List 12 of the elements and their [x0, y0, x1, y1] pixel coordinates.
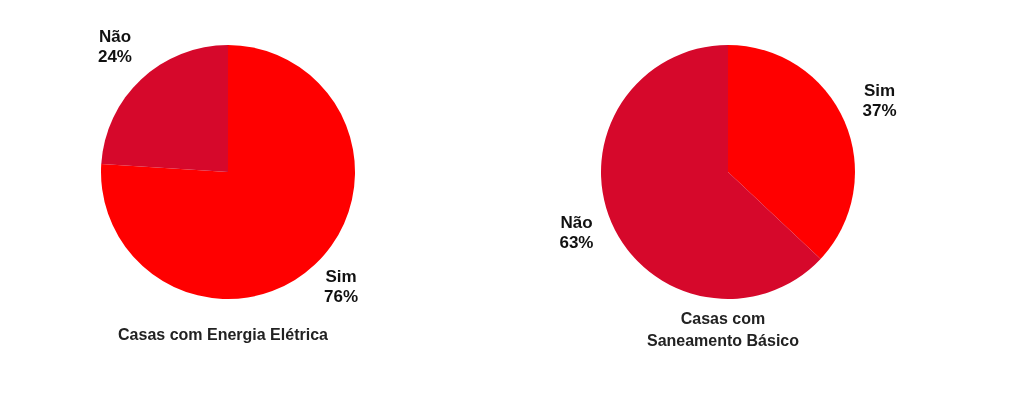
data-label: 37%: [862, 101, 897, 121]
pie-slice: [728, 45, 855, 259]
slice-label: Sim: [863, 81, 896, 101]
text: Casas com Saneamento Básico: [645, 309, 801, 351]
slice-label: Não: [98, 26, 132, 46]
data-label: 24%: [97, 46, 132, 66]
data-label: 63%: [559, 232, 594, 252]
text: Casas com Energia Elétrica: [117, 325, 329, 345]
pie-slice: [601, 45, 821, 299]
slice-label: Sim: [325, 267, 357, 287]
data-label: 76%: [324, 287, 359, 307]
slice-label: Não: [560, 212, 593, 232]
